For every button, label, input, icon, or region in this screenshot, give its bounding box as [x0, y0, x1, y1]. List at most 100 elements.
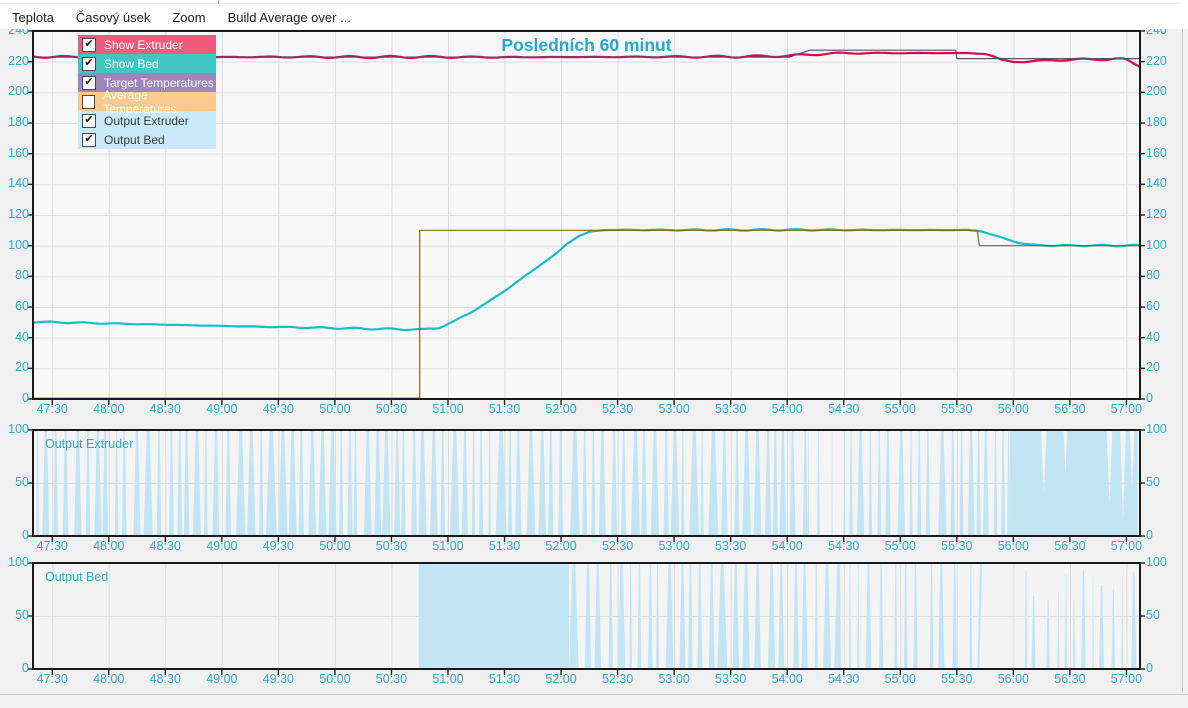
x-axis-label-49-00: 49:00	[206, 672, 238, 686]
x-axis-label-57-00: 57:00	[1110, 672, 1143, 686]
y-axis-label-left-60: 60	[15, 299, 29, 313]
x-axis-label-49-30: 49:30	[262, 539, 294, 553]
x-axis-label-52-00: 52:00	[545, 402, 577, 416]
x-axis-label-51-00: 51:00	[432, 402, 464, 416]
x-axis-label-54-00: 54:00	[771, 402, 803, 416]
y-axis-label-left-0: 0	[22, 661, 29, 675]
x-axis-label-54-30: 54:30	[828, 402, 860, 416]
menu-item-build-average-over[interactable]: Build Average over ...	[227, 10, 351, 25]
menu-item-asov-sek[interactable]: Časový úsek	[75, 10, 151, 25]
x-axis-label-48-00: 48:00	[93, 402, 125, 416]
target-extruder-line	[33, 49, 1140, 60]
x-axis-label-56-00: 56:00	[997, 672, 1029, 686]
legend-label-5: Output Bed	[104, 132, 165, 147]
x-axis-label-53-00: 53:00	[658, 539, 690, 553]
y-axis-label-right-100: 100	[1146, 422, 1167, 436]
temperature-chart-plot[interactable]	[28, 30, 1145, 405]
y-axis-label-right-20: 20	[1146, 360, 1160, 375]
legend-checkbox-2[interactable]: ✔	[82, 75, 96, 90]
x-axis-label-56-00: 56:00	[997, 539, 1029, 553]
x-axis-label-50-30: 50:30	[375, 539, 408, 553]
x-axis-label-50-00: 50:00	[319, 539, 351, 553]
x-axis-label-49-30: 49:30	[262, 672, 294, 686]
x-axis-label-53-30: 53:30	[715, 539, 747, 553]
y-axis-label-left-0: 0	[22, 528, 29, 542]
legend-checkbox-3[interactable]	[82, 94, 96, 109]
x-axis-label-51-30: 51:30	[488, 402, 521, 416]
plot-canvas	[28, 429, 1145, 542]
x-axis-label-52-00: 52:00	[545, 672, 577, 686]
y-axis-label-left-100: 100	[8, 237, 29, 252]
menu-bar: Teplota Časový úsek Zoom Build Average over…	[0, 6, 1188, 29]
plot-canvas	[28, 562, 1145, 675]
y-axis-label-right-0: 0	[1146, 391, 1153, 405]
x-axis-label-47-30: 47:30	[36, 672, 68, 686]
legend: ✔ Show Extruder ✔ Show Bed ✔ Target Temperatu…	[78, 35, 216, 149]
y-axis-label-right-50: 50	[1146, 475, 1160, 489]
x-axis-label-52-00: 52:00	[545, 539, 577, 553]
tab-divider	[218, 0, 219, 4]
y-axis-label-left-50: 50	[15, 475, 29, 489]
x-axis-label-55-00: 55:00	[884, 672, 916, 686]
x-axis-label-48-30: 48:30	[149, 402, 181, 416]
x-axis-label-54-00: 54:00	[771, 539, 803, 553]
y-axis-label-left-180: 180	[8, 115, 29, 129]
x-axis-label-48-00: 48:00	[93, 672, 125, 686]
x-axis-label-50-00: 50:00	[319, 402, 351, 416]
y-axis-label-right-60: 60	[1146, 299, 1160, 313]
output-extruder-area	[36, 430, 1138, 536]
x-axis-label-51-00: 51:00	[432, 539, 464, 553]
x-axis-label-50-00: 50:00	[319, 672, 351, 686]
output-extruder-plot[interactable]	[28, 429, 1145, 542]
y-axis-label-right-180: 180	[1146, 115, 1167, 129]
x-axis-label-48-30: 48:30	[149, 672, 181, 686]
x-axis-label-56-30: 56:30	[1054, 539, 1086, 553]
x-axis-label-55-30: 55:30	[941, 539, 973, 553]
x-axis-label-53-30: 53:30	[715, 672, 747, 686]
legend-row-5: ✔ Output Bed	[78, 130, 216, 149]
legend-label-4: Output Extruder	[104, 113, 189, 128]
x-axis-label-48-30: 48:30	[149, 539, 181, 553]
x-axis-label-51-30: 51:30	[488, 672, 521, 686]
output-bed-plot[interactable]	[28, 562, 1145, 675]
x-axis-label-53-00: 53:00	[658, 672, 690, 686]
x-axis-label-51-00: 51:00	[432, 672, 464, 686]
y-axis-label-left-200: 200	[8, 84, 29, 99]
legend-checkbox-5[interactable]: ✔	[82, 132, 96, 147]
x-axis-label-54-30: 54:30	[828, 539, 860, 553]
output-extruder-label: Output Extruder	[45, 437, 134, 451]
x-axis-label-53-30: 53:30	[715, 402, 747, 416]
y-axis-label-right-120: 120	[1146, 207, 1167, 221]
x-axis-label-52-30: 52:30	[601, 402, 634, 416]
x-axis-label-52-30: 52:30	[601, 539, 634, 553]
x-axis-label-47-30: 47:30	[36, 539, 68, 553]
tab-strip-line	[0, 3, 1180, 4]
x-axis-label-47-30: 47:30	[36, 402, 68, 416]
legend-checkbox-4[interactable]: ✔	[82, 113, 96, 128]
legend-row-4: ✔ Output Extruder	[78, 111, 216, 130]
legend-checkbox-0[interactable]: ✔	[82, 37, 96, 52]
legend-checkbox-1[interactable]: ✔	[82, 56, 96, 71]
y-axis-label-left-160: 160	[8, 145, 29, 160]
x-axis-label-57-00: 57:00	[1110, 539, 1143, 553]
plot-canvas	[28, 30, 1145, 405]
right-window-edge	[1182, 28, 1188, 692]
x-axis-label-55-00: 55:00	[884, 539, 916, 553]
x-axis-label-57-00: 57:00	[1110, 402, 1143, 416]
y-axis-label-right-0: 0	[1146, 528, 1153, 542]
legend-row-0: ✔ Show Extruder	[78, 35, 216, 54]
bed-temperature-line	[33, 228, 1140, 332]
y-axis-label-left-220: 220	[8, 53, 29, 68]
menu-item-zoom[interactable]: Zoom	[172, 10, 206, 25]
y-axis-label-right-80: 80	[1146, 268, 1160, 283]
y-axis-label-right-140: 140	[1146, 176, 1167, 191]
y-axis-label-right-100: 100	[1146, 555, 1167, 569]
y-axis-label-left-0: 0	[22, 391, 29, 405]
output-bed-area	[418, 563, 1137, 669]
y-axis-label-left-80: 80	[15, 268, 29, 283]
target-bed-line	[33, 229, 1140, 399]
menu-item-teplota[interactable]: Teplota	[12, 10, 54, 25]
x-axis-label-49-00: 49:00	[206, 539, 238, 553]
x-axis-label-56-30: 56:30	[1054, 402, 1086, 416]
